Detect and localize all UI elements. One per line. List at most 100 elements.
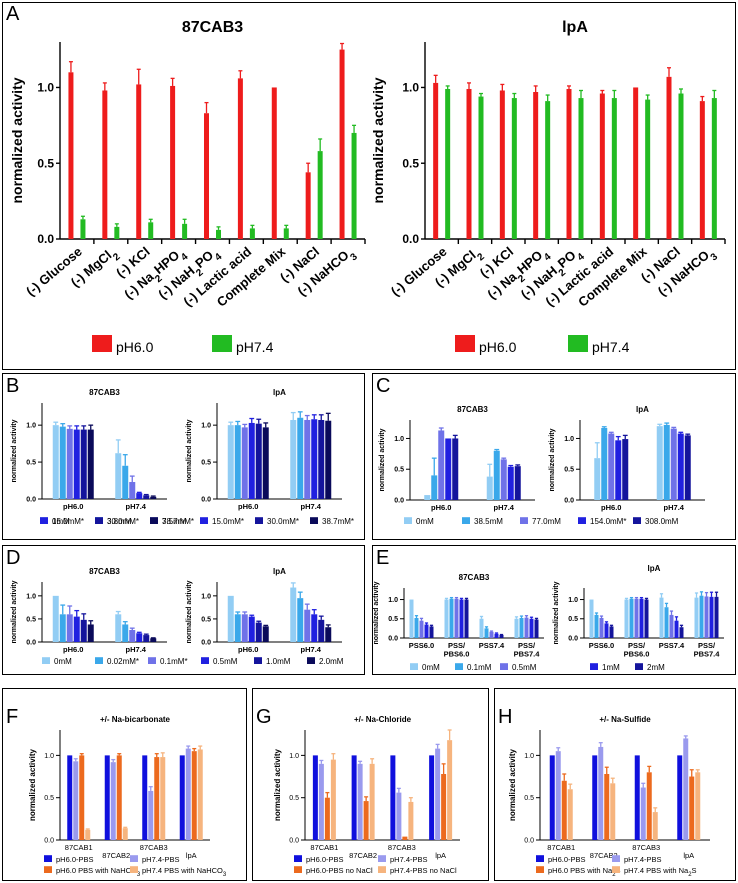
bar bbox=[227, 595, 234, 642]
bar bbox=[424, 495, 431, 500]
bar bbox=[652, 812, 658, 840]
y-tick-label: 1.0 bbox=[568, 597, 578, 604]
x-tick-label: pH6.0 bbox=[238, 645, 258, 654]
bar bbox=[129, 630, 136, 642]
chart-b2: 0.0 0.5 1.0 normalized activity lpA pH6.0 pH7.… bbox=[186, 388, 342, 511]
x-tick-label: PBS7.4 bbox=[694, 650, 721, 659]
bar bbox=[136, 84, 142, 239]
x-tick-label: PBS6.0 bbox=[444, 650, 470, 659]
bar bbox=[640, 787, 646, 840]
x-tick-label: pH6.0 bbox=[238, 502, 258, 511]
legend-label: 308.0mM bbox=[645, 517, 679, 526]
bar bbox=[601, 428, 608, 500]
legend-label: 0mM bbox=[52, 517, 70, 526]
x-tick-label: 87CAB3 bbox=[388, 843, 416, 852]
legend-label: pH7.4-PBS bbox=[390, 855, 428, 864]
bar bbox=[459, 599, 464, 638]
y-axis-label: normalized activity bbox=[11, 580, 18, 643]
bar bbox=[646, 772, 652, 840]
y-tick-label: 0.0 bbox=[201, 639, 211, 646]
y-tick-label: 0.5 bbox=[201, 616, 211, 623]
bar bbox=[79, 755, 85, 840]
bar bbox=[283, 228, 289, 239]
bar bbox=[524, 617, 529, 638]
legend-label: pH7.4-PBS bbox=[142, 855, 180, 864]
bar bbox=[699, 595, 704, 638]
y-tick-label: 0.0 bbox=[201, 496, 211, 503]
legend-swatch bbox=[536, 855, 544, 862]
bar bbox=[179, 755, 185, 840]
bar bbox=[555, 751, 561, 840]
y-axis-label: normalized activity bbox=[186, 419, 193, 482]
chart-title: +/- Na-bicarbonate bbox=[100, 715, 171, 724]
x-tick-label: 87CAB3 bbox=[140, 843, 168, 852]
legend: 0mM 0.02mM* 0.1mM* 0.5mM 1.0mM 2.0mM bbox=[42, 657, 344, 666]
legend-label: 0.5mM bbox=[512, 663, 537, 672]
bar bbox=[609, 626, 614, 638]
bar bbox=[148, 790, 154, 840]
bar bbox=[479, 618, 484, 638]
x-tick-label: 87CAB3 bbox=[632, 843, 660, 852]
bar bbox=[677, 433, 684, 500]
bar bbox=[170, 85, 176, 239]
y-tick-label: 0.0 bbox=[568, 635, 578, 642]
x-tick-label: PSS/ bbox=[448, 641, 466, 650]
legend-label: pH7.4 bbox=[592, 339, 630, 355]
bar bbox=[52, 595, 59, 642]
panel-a-label: A bbox=[6, 3, 20, 25]
chart-c2: 0.0 0.5 1.0 normalized activity lpA pH6.0 pH7.… bbox=[549, 405, 705, 512]
legend-swatch bbox=[294, 855, 302, 862]
bar bbox=[484, 628, 489, 638]
x-tick-label: lpA bbox=[186, 851, 197, 860]
legend-swatch bbox=[310, 517, 318, 524]
legend-label: 1mM bbox=[602, 663, 620, 672]
bar bbox=[666, 76, 672, 239]
x-tick-label: pH6.0 bbox=[63, 645, 83, 654]
bar bbox=[357, 763, 363, 840]
bar bbox=[592, 755, 598, 840]
bar bbox=[659, 597, 664, 638]
legend-label: 1.0mM bbox=[266, 657, 291, 666]
bar bbox=[73, 616, 80, 642]
chart-title: 87CAB3 bbox=[459, 573, 490, 582]
bar bbox=[511, 98, 517, 239]
y-tick-label: 1.0 bbox=[388, 597, 398, 604]
y-axis-label: normalized activity bbox=[186, 580, 193, 643]
panel-a-box bbox=[2, 2, 736, 370]
bar bbox=[419, 620, 424, 638]
bar bbox=[429, 755, 435, 840]
x-tick-label: PSS6.0 bbox=[589, 641, 614, 650]
bar bbox=[339, 49, 345, 240]
bar bbox=[87, 624, 94, 642]
bar bbox=[248, 422, 255, 499]
legend-swatch bbox=[148, 657, 156, 664]
bar bbox=[136, 633, 143, 642]
bar bbox=[73, 429, 80, 499]
bar bbox=[154, 757, 160, 840]
y-axis-label: normalized activity bbox=[379, 428, 386, 491]
x-tick-label: PBS7.4 bbox=[514, 650, 541, 659]
legend-label: 15.0mM* bbox=[212, 517, 244, 526]
chart-title: lpA bbox=[273, 388, 286, 397]
legend-swatch bbox=[44, 866, 52, 873]
bar bbox=[311, 614, 318, 642]
bar bbox=[80, 429, 87, 499]
bar bbox=[102, 90, 108, 239]
legend: 0mM 38.5mM 77.0mM bbox=[404, 517, 561, 526]
bar bbox=[663, 424, 670, 500]
legend-swatch bbox=[200, 517, 208, 524]
bar bbox=[255, 622, 262, 642]
legend-label: 0.02mM* bbox=[107, 657, 139, 666]
panel-d-label: D bbox=[6, 547, 21, 569]
y-tick-label: 0.5 bbox=[26, 460, 36, 467]
bar bbox=[396, 792, 402, 840]
bar bbox=[150, 496, 157, 499]
bar bbox=[304, 419, 311, 499]
x-tick-label: 87CAB1 bbox=[310, 843, 338, 852]
bar bbox=[608, 433, 615, 500]
legend-label: 0mM bbox=[416, 517, 434, 526]
chart-title: 87CAB3 bbox=[89, 388, 120, 397]
bar bbox=[599, 93, 605, 240]
y-axis-label: normalized activity bbox=[9, 77, 25, 203]
bar bbox=[318, 619, 325, 642]
